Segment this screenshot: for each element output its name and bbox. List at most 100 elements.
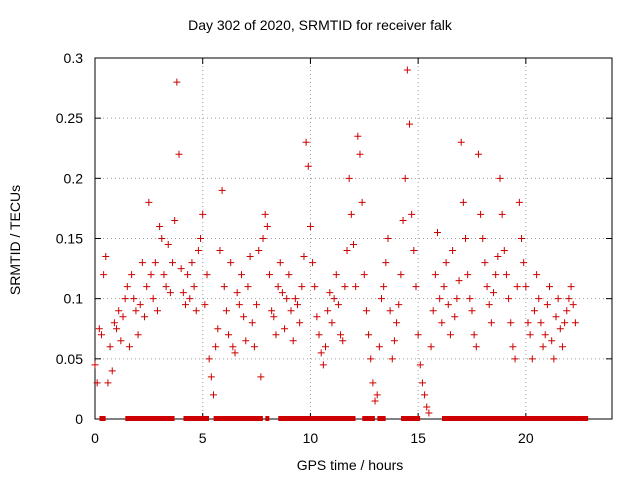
data-point <box>162 283 170 291</box>
data-point <box>151 259 159 267</box>
zero-marker <box>258 416 263 421</box>
zero-marker <box>144 416 149 421</box>
zero-marker <box>314 416 319 421</box>
data-point <box>248 319 256 327</box>
data-point <box>347 210 355 218</box>
zero-marker <box>248 416 253 421</box>
zero-marker <box>192 416 197 421</box>
zero-marker <box>256 416 261 421</box>
data-point <box>373 391 381 399</box>
zero-markers <box>99 416 589 421</box>
data-point <box>477 210 485 218</box>
zero-marker <box>284 416 289 421</box>
data-point <box>571 319 579 327</box>
zero-marker <box>349 416 354 421</box>
data-point <box>205 355 213 363</box>
zero-marker <box>564 416 569 421</box>
data-point <box>184 271 192 279</box>
data-point <box>436 295 444 303</box>
zero-marker <box>366 416 371 421</box>
data-point <box>444 301 452 309</box>
data-point <box>270 313 278 321</box>
data-point <box>242 337 250 345</box>
zero-marker <box>161 416 166 421</box>
data-point <box>505 295 513 303</box>
data-point <box>145 198 153 206</box>
zero-marker <box>200 416 205 421</box>
zero-marker <box>508 416 513 421</box>
y-tick-label: 0.25 <box>56 110 83 126</box>
data-point <box>321 343 329 351</box>
data-point <box>229 343 237 351</box>
data-point <box>265 271 273 279</box>
data-point <box>356 150 364 158</box>
zero-marker <box>497 416 502 421</box>
data-point <box>561 319 569 327</box>
data-point <box>494 253 502 261</box>
data-point <box>468 307 476 315</box>
data-point <box>451 313 459 321</box>
zero-marker <box>327 416 332 421</box>
y-tick-label: 0 <box>75 411 83 427</box>
data-point <box>203 271 211 279</box>
zero-marker <box>495 416 500 421</box>
data-point <box>509 343 517 351</box>
data-point <box>449 247 457 255</box>
data-point <box>214 325 222 333</box>
data-point <box>134 331 142 339</box>
zero-marker <box>571 416 576 421</box>
zero-marker <box>558 416 563 421</box>
x-axis-label: GPS time / hours <box>297 457 404 473</box>
zero-marker <box>452 416 457 421</box>
data-point <box>115 307 123 315</box>
zero-marker <box>336 416 341 421</box>
data-point <box>123 283 131 291</box>
zero-marker <box>485 416 490 421</box>
data-point <box>511 355 519 363</box>
zero-marker <box>482 416 487 421</box>
data-point <box>403 66 411 74</box>
zero-marker <box>297 416 302 421</box>
data-point <box>513 283 521 291</box>
zero-marker <box>351 416 356 421</box>
data-point <box>240 313 248 321</box>
zero-marker <box>381 416 386 421</box>
zero-marker <box>280 416 285 421</box>
zero-marker <box>517 416 522 421</box>
data-point <box>315 331 323 339</box>
data-point <box>440 283 448 291</box>
data-point <box>518 235 526 242</box>
zero-marker <box>474 416 479 421</box>
data-point <box>143 283 151 291</box>
data-point <box>552 313 560 321</box>
zero-marker <box>136 416 141 421</box>
zero-marker <box>312 416 317 421</box>
data-point <box>136 301 144 309</box>
data-point <box>535 295 543 303</box>
data-point <box>225 331 233 339</box>
data-point <box>350 241 357 249</box>
data-point <box>380 283 388 291</box>
zero-marker <box>457 416 462 421</box>
zero-marker <box>409 416 414 421</box>
zero-marker <box>513 416 518 421</box>
zero-marker <box>220 416 225 421</box>
data-point <box>421 391 429 399</box>
data-point <box>317 349 325 357</box>
data-point <box>231 349 239 357</box>
data-point <box>227 259 235 267</box>
zero-marker <box>321 416 326 421</box>
zero-marker <box>329 416 334 421</box>
data-point <box>543 301 551 309</box>
data-point <box>492 271 500 279</box>
data-point <box>291 295 299 303</box>
data-point <box>483 283 491 291</box>
zero-marker <box>155 416 160 421</box>
zero-marker <box>566 416 571 421</box>
data-point <box>244 283 252 291</box>
data-point <box>479 235 487 242</box>
zero-marker <box>413 416 418 421</box>
data-point <box>490 289 498 297</box>
zero-marker <box>532 416 537 421</box>
